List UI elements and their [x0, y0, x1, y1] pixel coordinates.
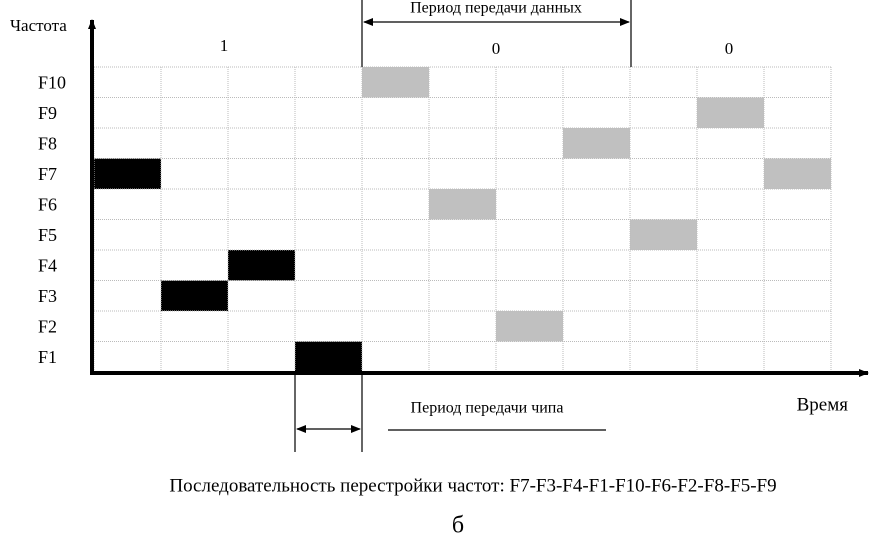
row-label: F7 — [38, 164, 57, 184]
hop-cell — [94, 158, 161, 189]
x-axis-label: Время — [797, 394, 849, 415]
row-label: F10 — [38, 72, 66, 92]
row-label: F2 — [38, 316, 57, 336]
figure-label: б — [452, 513, 464, 539]
row-label: F9 — [38, 103, 57, 123]
row-label: F8 — [38, 133, 57, 153]
row-label: F5 — [38, 225, 57, 245]
row-label: F4 — [38, 255, 57, 275]
hop-cell — [161, 280, 228, 311]
cells — [94, 67, 831, 372]
hop-cell — [295, 341, 362, 372]
hop-cell — [228, 250, 295, 281]
hop-cell — [563, 128, 630, 159]
chip-period-label: Период передачи чипа — [411, 400, 564, 417]
grid — [93, 66, 832, 373]
bit-label: 1 — [220, 36, 229, 55]
data-period-label: Период передачи данных — [410, 0, 582, 17]
caption: Последовательность перестройки частот: F… — [169, 475, 776, 496]
bit-label: 0 — [492, 39, 501, 58]
bit-label: 0 — [725, 39, 734, 58]
row-label: F3 — [38, 286, 57, 306]
hop-cell — [362, 67, 429, 98]
hop-cell — [764, 158, 831, 189]
hop-cell — [429, 189, 496, 220]
row-label: F1 — [38, 347, 57, 367]
hop-cell — [630, 219, 697, 250]
hop-cell — [697, 97, 764, 128]
hop-cell — [496, 311, 563, 342]
row-label: F6 — [38, 194, 57, 214]
y-axis-label: Частота — [10, 16, 67, 35]
